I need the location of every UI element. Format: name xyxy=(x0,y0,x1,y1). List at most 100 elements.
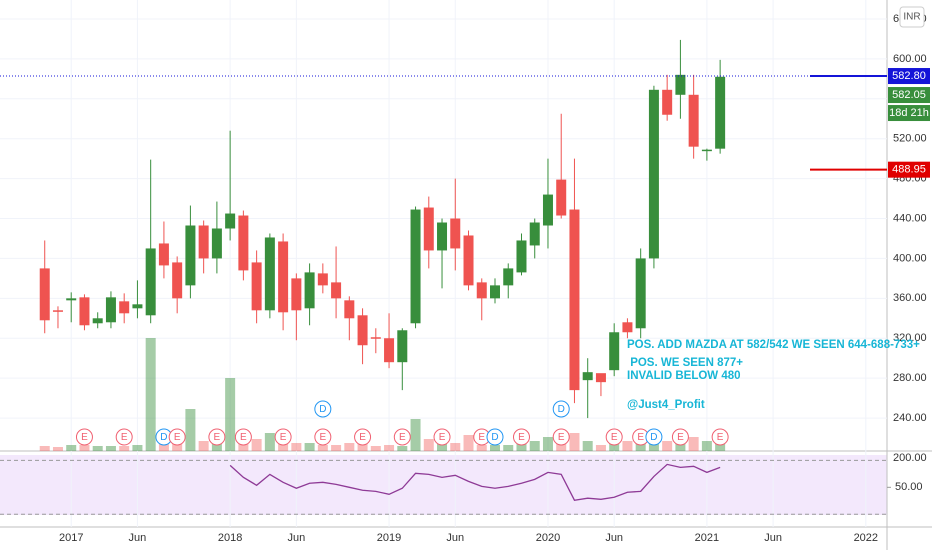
event-marker xyxy=(208,428,226,446)
y-tick-label: 400.00 xyxy=(893,252,927,264)
candle-body xyxy=(66,298,77,301)
volume-bar xyxy=(675,443,686,451)
candle-body xyxy=(105,297,116,323)
candle-body xyxy=(463,235,474,286)
rsi-band-fill xyxy=(0,455,887,515)
candle-body xyxy=(437,222,448,251)
price-label: 488.95 xyxy=(892,164,926,176)
volume-bar xyxy=(490,445,500,451)
event-label: E xyxy=(518,432,525,443)
volume-bar xyxy=(105,446,116,451)
event-marker xyxy=(671,428,689,446)
candle-body xyxy=(476,282,487,299)
event-marker xyxy=(393,428,411,446)
event-marker xyxy=(354,428,372,446)
volume-bar xyxy=(344,443,355,451)
event-label: E xyxy=(439,432,446,443)
event-label: E xyxy=(81,432,88,443)
candle-body xyxy=(172,262,183,299)
event-marker xyxy=(552,428,570,446)
event-marker xyxy=(552,400,570,418)
candle-body xyxy=(622,322,633,333)
volume-bar xyxy=(595,445,606,451)
candle-body xyxy=(675,74,686,95)
event-label: E xyxy=(677,432,684,443)
candle-body xyxy=(331,282,342,299)
volume-bar xyxy=(79,445,90,451)
volume-bar xyxy=(370,446,381,451)
y-tick-label: 360.00 xyxy=(893,292,927,304)
event-label: E xyxy=(637,432,644,443)
candle-body xyxy=(370,337,381,339)
event-marker xyxy=(168,428,186,446)
candle-body xyxy=(701,149,712,152)
volume-bar xyxy=(715,443,726,451)
candle-body xyxy=(595,373,606,383)
volume-bar xyxy=(688,437,699,451)
last-price-box xyxy=(888,87,930,104)
candle-body xyxy=(516,240,527,273)
event-label: E xyxy=(478,432,485,443)
event-marker xyxy=(486,428,504,446)
candle-body xyxy=(450,218,461,249)
volume-bar xyxy=(463,435,474,451)
candle-body xyxy=(92,318,103,324)
rsi-line xyxy=(229,463,721,501)
event-label: E xyxy=(214,432,221,443)
currency-label: INR xyxy=(903,12,920,23)
candle-body xyxy=(39,268,50,321)
candle-body xyxy=(384,338,395,363)
event-marker xyxy=(234,428,252,446)
volume-bar xyxy=(450,443,461,451)
candle-body xyxy=(410,209,421,324)
candle-body xyxy=(119,301,130,314)
event-marker xyxy=(115,428,133,446)
volume-bar xyxy=(185,409,196,451)
currency-box xyxy=(899,6,925,28)
event-label: E xyxy=(611,432,618,443)
event-label: E xyxy=(121,432,128,443)
event-marker xyxy=(512,428,530,446)
candle-body xyxy=(688,94,699,147)
volume-bar xyxy=(225,378,236,451)
candle-body xyxy=(357,315,368,346)
candle-body xyxy=(715,76,726,149)
volume-bar xyxy=(291,443,302,451)
x-tick-label: Jun xyxy=(129,532,147,544)
x-tick-label: Jun xyxy=(605,532,623,544)
candle-body xyxy=(542,194,553,226)
y-tick-label: 600.00 xyxy=(893,53,927,65)
event-label: E xyxy=(174,432,181,443)
event-marker xyxy=(274,428,292,446)
candle-body xyxy=(317,273,328,286)
event-marker xyxy=(433,428,451,446)
volume-bar xyxy=(264,433,275,451)
y-tick-label: 280.00 xyxy=(893,372,927,384)
candle-body xyxy=(185,225,196,286)
volume-bar xyxy=(569,433,580,451)
volume-bar xyxy=(132,445,143,451)
x-tick-label: 2017 xyxy=(59,532,83,544)
candle-body xyxy=(238,215,249,271)
candle-body xyxy=(198,225,209,259)
event-label: E xyxy=(717,432,724,443)
candle-body xyxy=(556,179,567,216)
volume-bar xyxy=(503,445,514,451)
candle-body xyxy=(158,243,169,266)
volume-bar xyxy=(92,446,103,451)
x-tick-label: Jun xyxy=(287,532,305,544)
event-marker xyxy=(605,428,623,446)
candle-body xyxy=(52,310,63,312)
candle-body xyxy=(344,300,355,319)
x-tick-label: 2018 xyxy=(218,532,242,544)
candle-body xyxy=(304,272,315,309)
volume-bar xyxy=(145,338,156,451)
candle-body xyxy=(609,332,620,371)
volume-bar xyxy=(410,419,421,451)
event-label: D xyxy=(319,404,326,415)
countdown-label: 18d 21h xyxy=(889,107,929,119)
candle-body xyxy=(397,330,408,363)
volume-bar xyxy=(516,443,527,451)
volume-bar xyxy=(317,445,328,451)
